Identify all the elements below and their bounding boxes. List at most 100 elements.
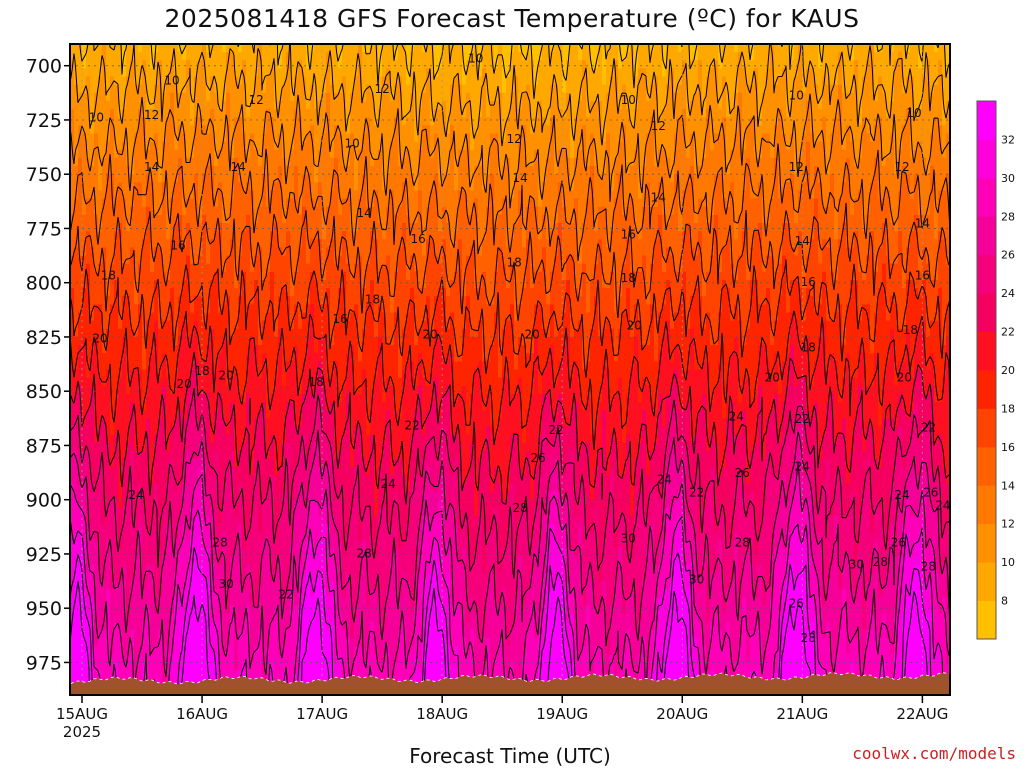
colorbar-swatch-6 bbox=[977, 370, 996, 409]
contour-label-22: 22 bbox=[278, 588, 293, 602]
contour-label-31: 20 bbox=[525, 327, 540, 341]
x-tick-sublabel-15AUG: 2025 bbox=[63, 723, 101, 741]
contour-label-54: 22 bbox=[795, 412, 810, 426]
colorbar-label-18: 18 bbox=[1001, 402, 1015, 415]
x-tick-label-19AUG: 19AUG bbox=[536, 705, 588, 723]
colorbar-label-20: 20 bbox=[1001, 364, 1015, 377]
contour-label-53: 20 bbox=[765, 371, 780, 385]
contour-label-40: 20 bbox=[627, 319, 642, 333]
y-tick-label-900: 900 bbox=[26, 490, 62, 512]
contour-label-2: 12 bbox=[144, 108, 159, 122]
contour-label-17: 14 bbox=[356, 206, 371, 220]
colorbar-swatch-8 bbox=[977, 293, 996, 332]
contour-label-50: 14 bbox=[795, 234, 810, 248]
contour-label-68: 24 bbox=[894, 488, 909, 502]
colorbar-swatch-13 bbox=[977, 101, 996, 140]
x-tick-label-18AUG: 18AUG bbox=[416, 705, 468, 723]
contour-label-11: 20 bbox=[218, 369, 233, 383]
contour-label-59: 28 bbox=[873, 555, 888, 569]
contour-label-66: 20 bbox=[897, 371, 912, 385]
contour-label-0: 10 bbox=[164, 73, 179, 87]
contour-label-5: 14 bbox=[230, 160, 245, 174]
colorbar-swatch-0 bbox=[977, 600, 996, 640]
colorbar-swatch-3 bbox=[977, 485, 996, 525]
chart-title: 2025081418 GFS Forecast Temperature (ºC)… bbox=[164, 4, 860, 33]
y-axis: 700 725 750 775 800 825 850 875 900 925 950 975 bbox=[26, 56, 70, 674]
contour-label-35: 10 bbox=[621, 93, 636, 107]
contour-label-37: 14 bbox=[651, 191, 666, 205]
x-tick-label-16AUG: 16AUG bbox=[176, 705, 228, 723]
contour-label-9: 20 bbox=[176, 377, 191, 391]
colorbar-label-14: 14 bbox=[1001, 479, 1015, 492]
contour-label-19: 18 bbox=[308, 375, 323, 389]
colorbar-swatch-4 bbox=[977, 446, 996, 486]
contour-label-41: 24 bbox=[657, 473, 672, 487]
contour-label-62: 12 bbox=[894, 160, 909, 174]
colorbar-swatch-10 bbox=[977, 216, 996, 256]
contour-label-51: 16 bbox=[801, 275, 816, 289]
contour-label-61: 10 bbox=[906, 106, 921, 120]
colorbar: 8 10 12 14 16 18 20 22 24 26 28 30 32 bbox=[976, 100, 1015, 640]
contour-label-26: 16 bbox=[411, 232, 426, 246]
contour-label-69: 26 bbox=[923, 486, 938, 500]
colorbar-label-8: 8 bbox=[1001, 595, 1008, 608]
y-tick-label-875: 875 bbox=[26, 435, 62, 457]
contour-label-21: 28 bbox=[356, 547, 371, 561]
contour-label-20: 18 bbox=[365, 293, 380, 307]
contour-label-14: 30 bbox=[218, 577, 233, 591]
contour-label-65: 18 bbox=[903, 323, 918, 337]
contour-label-47: 28 bbox=[735, 536, 750, 550]
contour-label-18: 16 bbox=[332, 312, 347, 326]
contour-label-46: 26 bbox=[735, 466, 750, 480]
contour-label-36: 12 bbox=[651, 119, 666, 133]
colorbar-label-32: 32 bbox=[1001, 133, 1015, 146]
contour-label-64: 16 bbox=[915, 269, 930, 283]
contour-label-13: 28 bbox=[212, 536, 227, 550]
y-tick-label-850: 850 bbox=[26, 381, 62, 403]
colorbar-swatch-11 bbox=[977, 177, 996, 217]
contour-label-60: 26 bbox=[891, 536, 906, 550]
colorbar-frame bbox=[976, 100, 997, 640]
contour-label-48: 10 bbox=[789, 89, 804, 103]
contour-label-29: 22 bbox=[405, 418, 420, 432]
colorbar-swatch-2 bbox=[977, 523, 996, 563]
contour-label-12: 24 bbox=[128, 488, 143, 502]
y-tick-label-975: 975 bbox=[26, 652, 62, 674]
contour-label-7: 18 bbox=[101, 269, 116, 283]
grid-lines bbox=[70, 44, 950, 695]
ground-layer bbox=[70, 672, 950, 695]
contour-label-10: 18 bbox=[194, 364, 209, 378]
ground-surface bbox=[70, 672, 950, 695]
contour-label-15: 12 bbox=[374, 82, 389, 96]
contour-label-71: 28 bbox=[921, 560, 936, 574]
contour-label-16: 10 bbox=[344, 136, 359, 150]
colorbar-label-22: 22 bbox=[1001, 326, 1015, 339]
contour-label-8: 20 bbox=[92, 332, 107, 346]
contour-label-39: 18 bbox=[621, 271, 636, 285]
y-tick-label-700: 700 bbox=[26, 56, 62, 78]
contour-label-67: 22 bbox=[921, 421, 936, 435]
colorbar-swatch-1 bbox=[977, 562, 996, 601]
colorbar-swatch-12 bbox=[977, 139, 996, 179]
x-tick-label-22AUG: 22AUG bbox=[896, 705, 948, 723]
contour-label-57: 28 bbox=[801, 631, 816, 645]
contour-label-24: 12 bbox=[507, 132, 522, 146]
x-tick-label-15AUG: 15AUG bbox=[56, 705, 108, 723]
colorbar-label-26: 26 bbox=[1001, 249, 1015, 262]
contour-label-45: 24 bbox=[729, 410, 744, 424]
colorbar-label-28: 28 bbox=[1001, 210, 1015, 223]
contour-label-33: 28 bbox=[513, 501, 528, 515]
contour-label-23: 10 bbox=[468, 52, 483, 66]
plot-frame bbox=[69, 43, 951, 696]
y-tick-label-925: 925 bbox=[26, 544, 62, 566]
contour-label-44: 30 bbox=[689, 573, 704, 587]
contour-label-52: 18 bbox=[801, 340, 816, 354]
contour-label-3: 12 bbox=[248, 93, 263, 107]
contour-label-43: 22 bbox=[689, 486, 704, 500]
contour-label-58: 30 bbox=[849, 557, 864, 571]
y-tick-label-725: 725 bbox=[26, 110, 62, 132]
contour-label-70: 24 bbox=[935, 499, 950, 513]
contour-label-28: 20 bbox=[423, 327, 438, 341]
